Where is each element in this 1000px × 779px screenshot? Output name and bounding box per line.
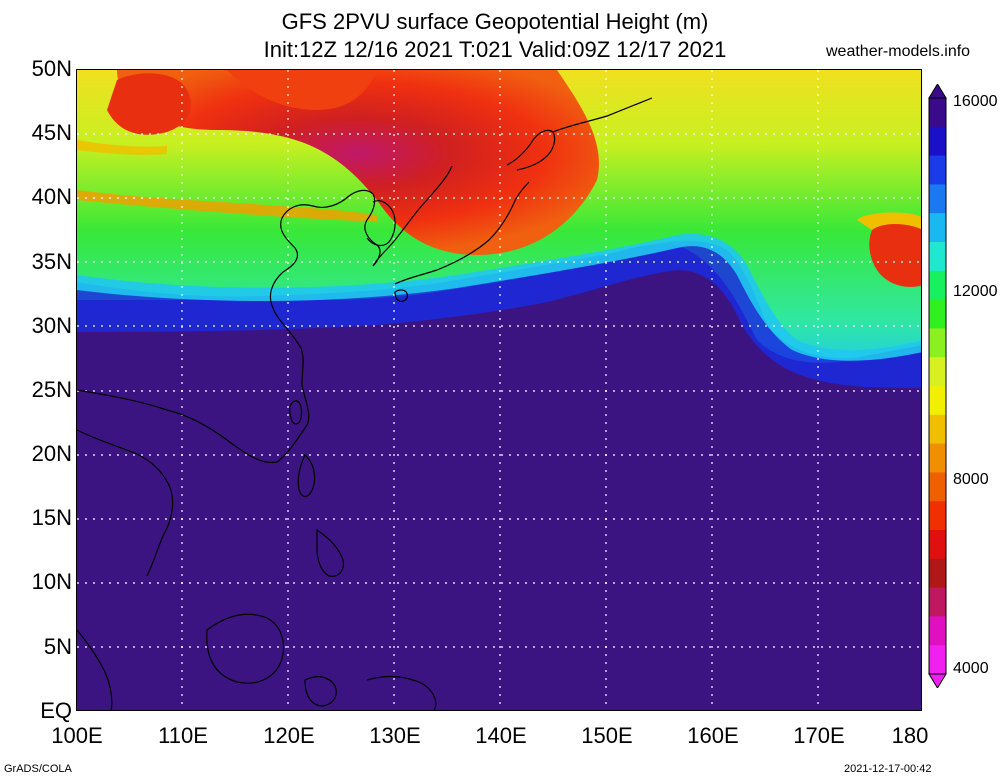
lon-label: 120E [263,723,315,748]
lat-label: 35N [31,249,72,274]
colorbar-bottom-arrow [928,673,947,688]
graticule [77,70,921,710]
lat-label: 30N [31,313,72,338]
lat-label: 10N [31,569,72,594]
colorbar-cell [929,501,946,531]
geopotential-field [77,70,921,710]
colorbar-cells [928,97,947,675]
map-subtitle: Init:12Z 12/16 2021 T:021 Valid:09Z 12/1… [263,37,727,62]
lat-label: 20N [31,441,72,466]
map-canvas [76,69,922,711]
colorbar-cell [929,386,946,416]
colorbar-cell [929,414,946,445]
lat-label: 40N [31,184,72,209]
colorbar-cell [929,443,946,473]
render-timestamp: 2021-12-17-00:42 [844,763,932,775]
lon-label: 100E [51,723,103,748]
colorbar-cell [929,328,946,358]
lat-label: 45N [31,120,72,145]
colorbar-label: 16000 [953,93,998,110]
colorbar-cell [929,126,946,157]
lat-label: 50N [31,56,72,81]
colorbar-cell [929,645,946,675]
colorbar-label: 12000 [953,283,998,300]
colorbar-cell [929,184,946,214]
lon-label: 110E [158,723,208,748]
colorbar-top-arrow [928,84,947,99]
colorbar-cell [929,616,946,646]
lon-label: 140E [475,723,527,748]
lat-label: 15N [31,505,72,530]
software-credit: GrADS/COLA [4,763,72,775]
colorbar-label: 4000 [953,660,989,677]
lon-label: 160E [687,723,739,748]
colorbar-cell [929,242,946,272]
colorbar-cell [929,270,946,301]
site-credit: weather-models.info [826,43,971,60]
lat-label: EQ [40,698,72,723]
colorbar-cell [929,155,946,185]
map-title: GFS 2PVU surface Geopotential Height (m) [281,9,709,34]
lon-label: 180 [891,723,929,748]
colorbar-label: 8000 [953,471,989,488]
colorbar-cell [929,558,946,589]
colorbar-cell [929,587,946,617]
colorbar-cell [929,98,946,128]
colorbar-cell [929,213,946,243]
lon-label: 130E [369,723,421,748]
lon-label: 170E [793,723,845,748]
colorbar-cell [929,357,946,387]
lon-label: 150E [581,723,633,748]
colorbar [928,84,947,688]
colorbar-cell [929,472,946,502]
lat-label: 5N [43,634,72,659]
colorbar-cell [929,530,946,560]
colorbar-cell [929,299,946,329]
lat-label: 25N [31,377,72,402]
coastlines [77,97,653,710]
